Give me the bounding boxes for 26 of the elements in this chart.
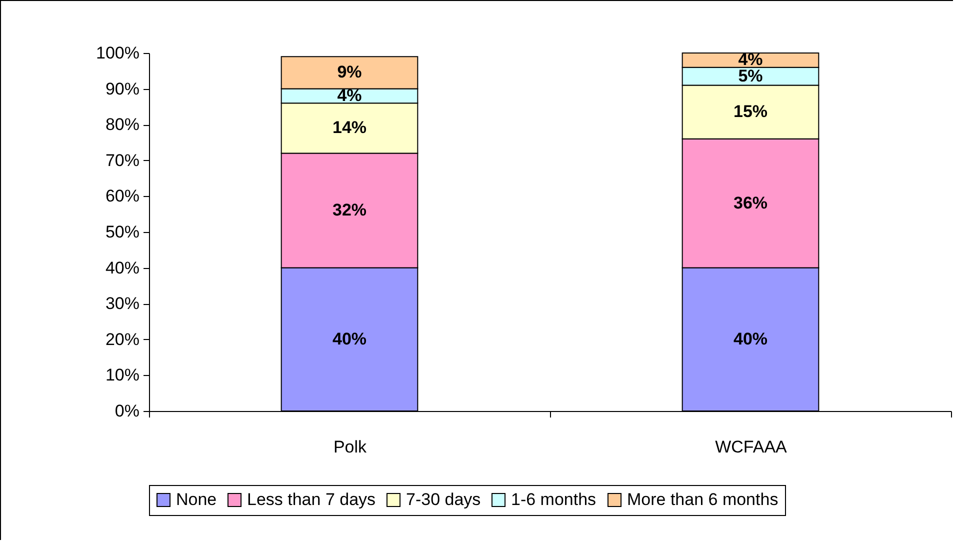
y-tick-label: 60% [105, 186, 140, 206]
y-tick-label: 80% [105, 115, 140, 134]
data-label: 15% [733, 102, 768, 122]
legend-label: None [176, 490, 217, 509]
data-label: 9% [337, 62, 362, 82]
y-tick-label: 50% [105, 222, 140, 242]
y-tick-label: 30% [105, 294, 140, 314]
y-tick-label: 20% [105, 330, 140, 349]
data-label: 40% [332, 329, 367, 348]
legend-label: 7-30 days [406, 490, 481, 509]
legend-label: Less than 7 days [247, 490, 376, 509]
y-tick-label: 0% [114, 402, 140, 420]
legend-label: More than 6 months [627, 490, 778, 509]
y-tick-label: 10% [105, 366, 140, 385]
data-label: 40% [733, 329, 768, 348]
y-tick-label: 90% [105, 79, 140, 98]
y-tick-label: 40% [105, 258, 140, 278]
data-label: 36% [733, 193, 768, 212]
x-tick-label: Polk [333, 438, 368, 456]
y-tick-label: 100% [96, 44, 140, 62]
data-label: 14% [332, 118, 367, 138]
data-label: 32% [332, 200, 367, 220]
x-tick-label: WCFAAA [715, 438, 788, 456]
data-label: 4% [337, 86, 362, 105]
y-tick-label: 70% [105, 150, 140, 170]
legend-label: 1-6 months [511, 490, 596, 509]
